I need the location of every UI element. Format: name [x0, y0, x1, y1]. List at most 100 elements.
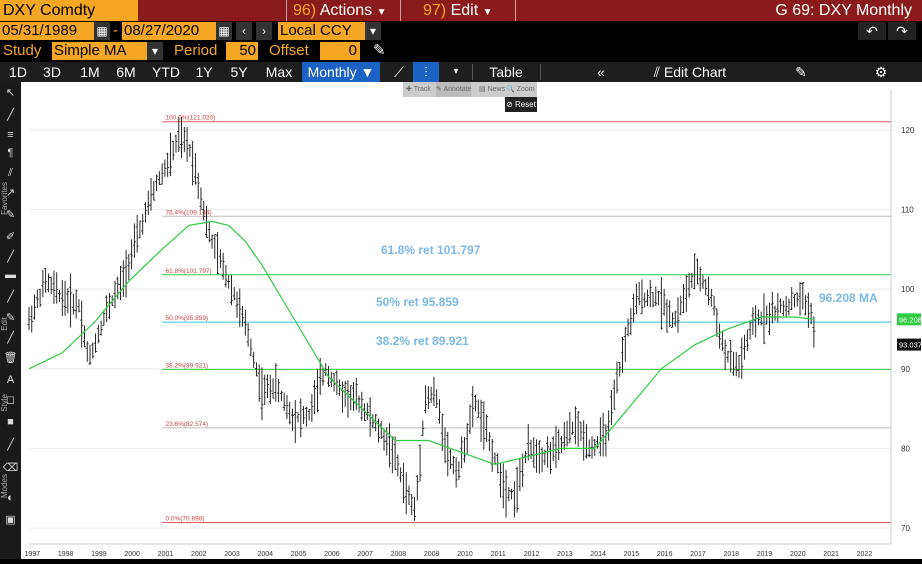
line-tool-icon[interactable]: ╱	[7, 109, 14, 121]
timeframe-6m[interactable]: 6M	[116, 64, 136, 80]
pen-tool-icon[interactable]: ✎	[5, 209, 16, 221]
price-chart[interactable]: 70 80 90 100 110 120 1997 1998 1999 2000 2001 2002 2…	[21, 82, 922, 559]
x-tick-label: 2007	[357, 551, 373, 558]
calendar-icon[interactable]: ▦	[94, 22, 110, 40]
x-tick-label: 2018	[723, 551, 739, 558]
redo-icon[interactable]: ↷	[888, 22, 916, 40]
trash-icon[interactable]: 🗑	[3, 352, 18, 364]
ruler-tool-icon[interactable]: ▬	[5, 269, 16, 281]
line-tool-icon[interactable]: ╱	[7, 291, 14, 303]
chevron-down-icon[interactable]: ▾	[453, 66, 459, 77]
line-chart-icon[interactable]: ⟋	[394, 64, 404, 80]
chevron-down-icon[interactable]: ▾	[365, 22, 381, 40]
style-caption: Style	[0, 394, 9, 412]
fib-level-label: 76.4%(109.144)	[165, 209, 211, 216]
x-tick-label: 2022	[857, 551, 873, 558]
chart-annotation: 50% ret 95.859	[376, 295, 459, 309]
line-tool-icon[interactable]: ╱	[7, 332, 14, 344]
timeframe-1d[interactable]: 1D	[9, 64, 27, 80]
square-tool-icon[interactable]: ■	[7, 416, 14, 428]
start-date-field[interactable]: 05/31/1989	[0, 22, 94, 40]
x-tick-label: 2009	[424, 551, 440, 558]
divider	[400, 0, 401, 21]
gear-icon[interactable]: ⚙	[874, 64, 888, 80]
table-button[interactable]: Table	[489, 64, 523, 80]
track-tool[interactable]: ✚ Track	[406, 86, 431, 93]
fib-level-label: 100.0%(121.020)	[165, 115, 215, 122]
divider	[515, 0, 516, 21]
edit-menu[interactable]: 97) Edit ▼	[423, 0, 493, 21]
y-tick-label: 80	[901, 444, 910, 453]
text-tool-icon[interactable]: A	[6, 374, 15, 386]
mode-icon[interactable]: ▣	[5, 514, 16, 526]
price-tag-label: 96.208	[899, 315, 922, 324]
pencil-icon[interactable]: ✎	[373, 42, 386, 59]
edit-icon[interactable]: ✎	[795, 64, 807, 80]
edit-label: Edit	[450, 2, 479, 19]
timeframe-max[interactable]: Max	[265, 64, 293, 80]
offset-label: Offset	[269, 42, 309, 59]
fib-level-label: 61.8%(101.797)	[165, 268, 211, 275]
shape-tool-icon[interactable]: ◻	[5, 394, 16, 406]
study-select[interactable]: Simple MA	[52, 42, 147, 60]
frequency-select[interactable]: Monthly ▼	[302, 62, 380, 82]
line-tool-icon[interactable]: ╱	[7, 251, 14, 263]
offset-input[interactable]: 0	[320, 42, 360, 60]
fib-tool-icon[interactable]: ≡	[7, 129, 14, 141]
y-tick-label: 100	[901, 285, 915, 294]
currency-select[interactable]: Local CCY	[278, 22, 365, 40]
prev-arrow-icon[interactable]: ‹	[236, 22, 252, 40]
title-bar: DXY Comdty 96) Actions ▼ 97) Edit ▼ G 69…	[0, 0, 922, 21]
date-bar: 05/31/1989 ▦ - 08/27/2020 ▦ ‹ › Local CC…	[0, 21, 922, 41]
news-tool[interactable]: ▤ News	[479, 86, 506, 93]
x-tick-label: 2004	[258, 551, 274, 558]
fib-level-label: 23.6%(82.574)	[165, 421, 208, 428]
frequency-label: Monthly	[307, 64, 357, 80]
fib-level-label: 50.0%(95.859)	[165, 315, 208, 322]
period-label: Period	[174, 42, 218, 59]
line-tool-icon[interactable]: ╱	[7, 439, 14, 451]
divider	[540, 64, 541, 80]
chart-area[interactable]: 70 80 90 100 110 120 1997 1998 1999 2000 2001 2002 2…	[21, 82, 922, 559]
channel-tool-icon[interactable]: ⫽	[8, 167, 13, 179]
eraser-icon[interactable]: ⌫	[2, 462, 19, 474]
undo-icon[interactable]: ↶	[858, 22, 886, 40]
y-tick-label: 110	[901, 205, 914, 214]
pencil-tool-icon[interactable]: ✎	[5, 312, 16, 324]
annotate-tool[interactable]: ✎ Annotate	[436, 82, 472, 97]
end-date-field[interactable]: 08/27/2020	[122, 22, 216, 40]
brush-tool-icon[interactable]: ✐	[5, 231, 16, 243]
x-tick-label: 2020	[790, 551, 806, 558]
double-chevron-left-icon[interactable]: «	[597, 64, 605, 80]
next-arrow-icon[interactable]: ›	[256, 22, 272, 40]
timeframe-5y[interactable]: 5Y	[230, 64, 248, 80]
reset-button[interactable]: ⊘ Reset	[505, 97, 537, 112]
x-tick-label: 2011	[491, 551, 506, 558]
study-label: Study	[3, 42, 42, 59]
cursor-icon[interactable]: ↖	[5, 87, 16, 99]
edit-num: 97)	[423, 2, 447, 19]
price-tag-label: 93.037	[899, 341, 922, 350]
edit-caption: Edit	[0, 317, 9, 331]
timeframe-3d[interactable]: 3D	[43, 64, 61, 80]
annotate-tool-icon[interactable]: ¶	[7, 147, 14, 159]
edit-chart-button[interactable]: ⫽ Edit Chart	[645, 62, 735, 82]
timeframe-1y[interactable]: 1Y	[195, 64, 213, 80]
timeframe-ytd[interactable]: YTD	[152, 64, 180, 80]
chevron-down-icon[interactable]: ▾	[147, 42, 163, 60]
timeframe-bar: 1D 3D 1M 6M YTD 1Y 5Y Max Monthly ▼ ⟋ ⫶ …	[0, 62, 922, 82]
news-label: News	[487, 86, 506, 93]
calendar-icon[interactable]: ▦	[216, 22, 232, 40]
arrow-tool-icon[interactable]: ↗	[5, 187, 16, 199]
edit-chart-icon: ⫽	[653, 64, 661, 80]
bar-chart-icon[interactable]: ⫶	[413, 62, 439, 82]
chart-annotation: 61.8% ret 101.797	[381, 243, 481, 257]
x-tick-label: 1998	[58, 551, 74, 558]
x-tick-label: 2021	[823, 551, 839, 558]
mode-icon[interactable]: ◐	[7, 492, 14, 504]
timeframe-1m[interactable]: 1M	[80, 64, 100, 80]
ticker-field[interactable]: DXY Comdty	[0, 0, 138, 21]
zoom-tool[interactable]: 🔍 Zoom	[506, 86, 535, 93]
period-input[interactable]: 50	[226, 42, 258, 60]
actions-menu[interactable]: 96) Actions ▼	[293, 0, 387, 21]
